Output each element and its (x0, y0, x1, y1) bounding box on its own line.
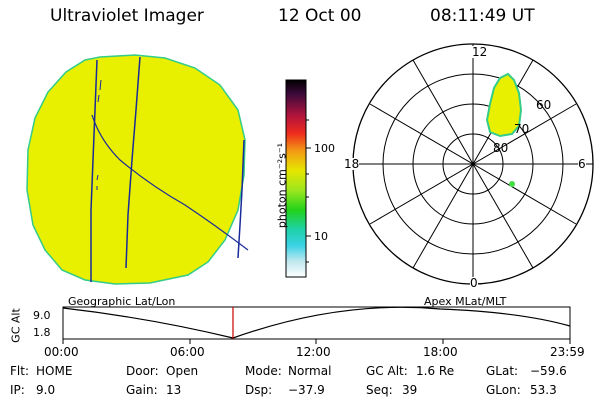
timeline-y-tick-bottom: 1.8 (33, 326, 51, 339)
geo-dashes (96, 79, 102, 190)
dsp-label: Dsp: (245, 383, 273, 397)
mlt-label-0: 0 (470, 276, 478, 290)
geo-line-3 (237, 139, 245, 259)
aurora-spot (509, 181, 515, 187)
mlt-label-18: 18 (344, 157, 360, 171)
glon-value: 53.3 (530, 383, 557, 397)
gcalt-value: 1.6 Re (416, 364, 455, 378)
instrument-title: Ultraviolet Imager (50, 6, 204, 26)
geo-line-1 (90, 59, 98, 282)
timeline-y-tick-top: 9.0 (33, 309, 51, 322)
colorbar-label-10: 10 (314, 230, 328, 243)
glat-label: GLat: (486, 364, 519, 378)
timeline-x-tick-0600: 06:00 (170, 345, 205, 359)
glat-value: −59.6 (530, 364, 567, 378)
seq-label: Seq: (366, 383, 393, 397)
altitude-curve (62, 306, 571, 339)
timeline-x-tick-0000: 00:00 (44, 345, 79, 359)
seq-value: 39 (402, 383, 418, 397)
date-label: 12 Oct 00 (278, 6, 362, 26)
timeline-x-tick-1800: 18:00 (423, 345, 458, 359)
door-label: Door: (126, 364, 159, 378)
door-value: Open (166, 364, 199, 378)
geo-line-2 (125, 56, 141, 269)
lat-label-60: 60 (536, 98, 552, 112)
colorbar-label-100: 100 (314, 142, 335, 155)
timeline-x-tick-1200: 12:00 (296, 345, 331, 359)
aurora-blob (485, 72, 523, 138)
dsp-value: −37.9 (288, 383, 325, 397)
glon-label: GLon: (486, 383, 521, 397)
earth-disk (26, 54, 246, 285)
geo-curve (91, 114, 249, 251)
gcalt-label: GC Alt: (366, 364, 408, 378)
gain-label: Gain: (126, 383, 158, 397)
timeline-x-tick-2359: 23:59 (550, 345, 585, 359)
mlt-label-12: 12 (472, 45, 488, 59)
lat-label-70: 70 (514, 122, 530, 136)
ip-label: IP: (10, 383, 25, 397)
flt-label: Flt: (10, 364, 29, 378)
lat-label-80: 80 (493, 141, 509, 155)
gain-value: 13 (166, 383, 182, 397)
timeline-frame (62, 306, 571, 340)
flt-value: HOME (36, 364, 73, 378)
mlt-label-6: 6 (578, 157, 586, 171)
ip-value: 9.0 (36, 383, 56, 397)
mode-value: Normal (288, 364, 332, 378)
timeline-left-title: Geographic Lat/Lon (68, 295, 176, 308)
colorbar-gradient (285, 79, 307, 278)
time-label: 08:11:49 UT (430, 6, 535, 26)
timeline-right-title: Apex MLat/MLT (424, 295, 507, 308)
mode-label: Mode: (245, 364, 282, 378)
